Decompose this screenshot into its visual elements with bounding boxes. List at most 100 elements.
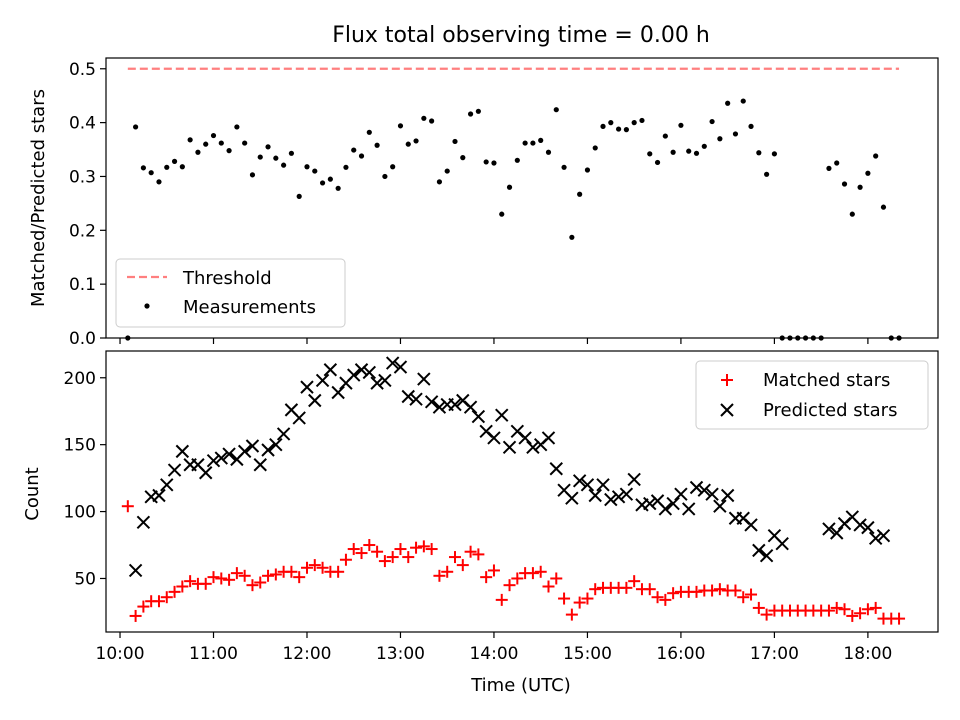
- matched-star-point: [152, 595, 165, 608]
- predicted-star-point: [199, 466, 213, 480]
- predicted-star-point: [463, 400, 478, 414]
- matched-star-point: [238, 569, 251, 582]
- bottom-legend: Matched stars Predicted stars: [695, 360, 929, 430]
- predicted-star-point: [401, 389, 415, 404]
- measurement-point: [841, 181, 848, 187]
- predicted-star-point: [128, 563, 143, 578]
- predicted-star-point: [705, 487, 719, 501]
- matched-star-point: [620, 581, 633, 594]
- predicted-legend-icon: [720, 403, 734, 417]
- matched-star-point: [129, 609, 142, 622]
- predicted-legend-label: Predicted stars: [763, 400, 897, 421]
- matched-star-point: [495, 593, 508, 606]
- predicted-star-point: [689, 480, 704, 495]
- matched-star-point: [472, 548, 485, 561]
- measurement-point: [873, 153, 879, 159]
- predicted-star-point: [424, 395, 439, 409]
- matched-star-point: [846, 609, 859, 622]
- matched-star-point: [511, 572, 524, 585]
- matched-star-point: [503, 579, 516, 592]
- top-y-tick-label: 0.3: [69, 167, 96, 187]
- measurement-point: [631, 120, 637, 126]
- bottom-y-tick-label: 100: [64, 503, 96, 523]
- measurement-point: [740, 98, 746, 104]
- matched-star-point: [893, 612, 906, 625]
- matched-star-point: [402, 551, 415, 564]
- measurement-point: [273, 155, 279, 161]
- top-y-tick-label: 0.1: [69, 275, 96, 295]
- predicted-cross-b: [697, 483, 711, 497]
- matched-star-point: [706, 584, 719, 597]
- measurement-point: [288, 150, 295, 156]
- predicted-cross-b: [261, 443, 275, 457]
- matched-star-point: [565, 608, 578, 621]
- measurement-point: [522, 140, 528, 146]
- top-y-tick-label: 0.2: [69, 221, 96, 241]
- predicted-cross-b: [604, 492, 618, 507]
- measurement-point: [343, 164, 349, 170]
- predicted-cross-b: [518, 431, 532, 445]
- predicted-star-point: [868, 531, 883, 546]
- predicted-cross-b: [456, 393, 470, 408]
- matched-star-point: [526, 567, 539, 580]
- predicted-cross-b: [432, 400, 447, 414]
- top-legend-box: [115, 258, 346, 328]
- predicted-star-point: [276, 427, 291, 441]
- predicted-star-point: [417, 372, 431, 386]
- measurement-point: [179, 164, 185, 170]
- predicted-star-point: [378, 373, 392, 388]
- matched-star-point: [378, 555, 391, 568]
- matched-star-point: [308, 559, 321, 572]
- measurement-point: [748, 123, 754, 129]
- predicted-star-point: [323, 363, 338, 377]
- predicted-star-point: [253, 458, 267, 472]
- measurement-point: [234, 124, 240, 130]
- measurement-point: [164, 164, 170, 170]
- predicted-star-point: [861, 520, 875, 535]
- measurement-point: [592, 145, 598, 151]
- matched-star-point: [542, 580, 555, 593]
- predicted-cross-b: [619, 487, 634, 501]
- predicted-star-point: [526, 440, 540, 455]
- predicted-cross-b: [495, 408, 509, 422]
- bottom-x-ticks: 10:00 11:00 12:00 13:00 14:00 15:00 16:00 17:00…: [96, 632, 892, 664]
- measurement-point: [834, 160, 840, 166]
- measurement-point: [327, 176, 333, 182]
- predicted-star-point: [759, 549, 774, 563]
- matched-star-point: [456, 559, 469, 572]
- bottom-plot-marks: [121, 356, 906, 625]
- measurement-point: [156, 179, 162, 185]
- matched-star-point: [573, 596, 586, 609]
- predicted-cross-b: [588, 488, 602, 503]
- predicted-cross-b: [214, 451, 229, 465]
- matched-star-point: [659, 593, 672, 606]
- predicted-cross-b: [510, 424, 525, 438]
- predicted-cross-b: [502, 440, 517, 455]
- predicted-cross-b: [720, 488, 735, 503]
- predicted-star-point: [315, 373, 330, 388]
- predicted-star-point: [354, 363, 369, 377]
- matched-star-point: [433, 569, 446, 582]
- bottom-y-ticks: 50 100 150 200: [64, 369, 106, 589]
- measurement-point: [319, 180, 326, 186]
- matched-star-point: [223, 573, 236, 586]
- predicted-star-point: [432, 400, 447, 414]
- bottom-x-tick-label: 11:00: [189, 644, 238, 664]
- measurement-point: [421, 115, 427, 121]
- measurement-point: [390, 164, 396, 170]
- measurement-point: [647, 151, 653, 157]
- predicted-cross-b: [308, 393, 322, 408]
- predicted-star-point: [300, 380, 314, 394]
- predicted-star-point: [175, 444, 190, 459]
- predicted-star-point: [822, 522, 836, 536]
- bottom-x-tick-label: 14:00: [469, 644, 518, 664]
- measurement-point: [335, 185, 341, 191]
- measurement-point: [545, 149, 552, 155]
- bottom-y-axis-label: Count: [22, 467, 43, 520]
- predicted-cross-b: [315, 373, 330, 388]
- predicted-star-point: [495, 408, 509, 422]
- predicted-cross-b: [160, 478, 174, 492]
- predicted-cross-b: [385, 356, 400, 370]
- matched-star-point: [293, 571, 306, 584]
